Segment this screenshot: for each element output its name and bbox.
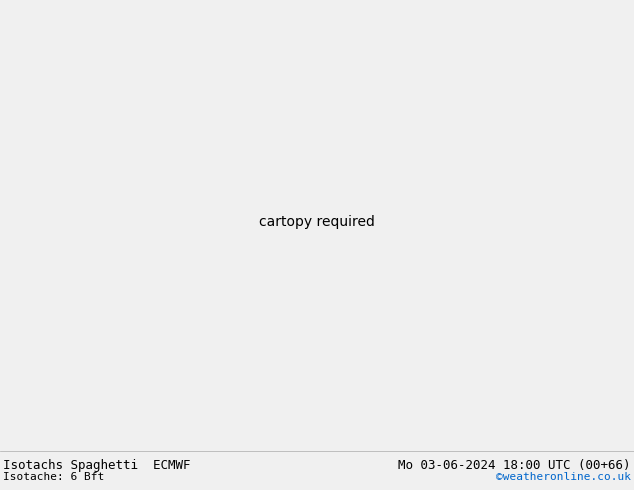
- Text: ©weatheronline.co.uk: ©weatheronline.co.uk: [496, 472, 631, 482]
- Text: cartopy required: cartopy required: [259, 215, 375, 228]
- Text: Isotache: 6 Bft: Isotache: 6 Bft: [3, 472, 105, 482]
- Text: Mo 03-06-2024 18:00 UTC (00+66): Mo 03-06-2024 18:00 UTC (00+66): [398, 459, 631, 472]
- Text: Isotachs Spaghetti  ECMWF: Isotachs Spaghetti ECMWF: [3, 459, 191, 472]
